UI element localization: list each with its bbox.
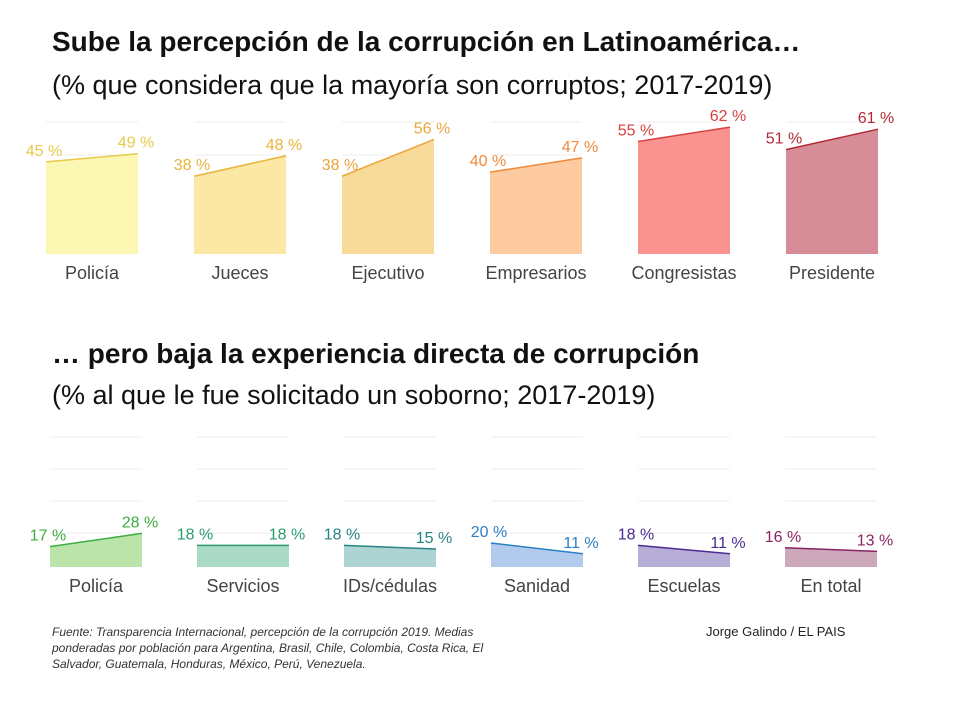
category-label: Empresarios xyxy=(485,263,586,283)
value-label-2019: 28 % xyxy=(122,514,158,531)
value-label-2019: 48 % xyxy=(266,137,302,154)
area-2 xyxy=(194,155,286,254)
value-label-2017: 17 % xyxy=(30,528,66,545)
category-label: Sanidad xyxy=(504,576,570,596)
trend-line-4 xyxy=(489,157,583,173)
small-multiple-4: 20 % 11 % Sanidad xyxy=(471,436,599,596)
chart1-title: Sube la percepción de la corrupción en L… xyxy=(52,26,801,57)
value-label-2019: 11 % xyxy=(710,535,745,552)
chart1-perception: 45 % 49 % Policía 38 % 48 % Jueces 38 % 56 % Eje… xyxy=(26,108,894,283)
area-1 xyxy=(46,153,138,254)
small-multiple-3: 38 % 56 % Ejecutivo xyxy=(322,120,450,283)
area-5 xyxy=(638,127,730,254)
small-multiple-5: 55 % 62 % Congresistas xyxy=(618,108,746,283)
small-multiple-4: 40 % 47 % Empresarios xyxy=(470,121,598,283)
small-multiple-2: 18 % 18 % Servicios xyxy=(177,436,305,596)
category-label: Jueces xyxy=(211,263,268,283)
value-label-2017: 20 % xyxy=(471,524,507,541)
value-label-2017: 45 % xyxy=(26,143,62,160)
trend-line-2 xyxy=(193,155,287,177)
value-label-2017: 18 % xyxy=(618,526,654,543)
value-label-2017: 38 % xyxy=(322,157,358,174)
chart2-bribery: 17 % 28 % Policía 18 % 18 % Servicios 18 % 15 %… xyxy=(30,436,893,596)
chart1-subtitle: (% que considera que la mayoría son corr… xyxy=(52,70,773,100)
chart2-title: … pero baja la experiencia directa de co… xyxy=(52,338,700,369)
value-label-2019: 13 % xyxy=(857,532,893,549)
trend-line-3 xyxy=(343,544,437,550)
small-multiple-5: 18 % 11 % Escuelas xyxy=(618,436,746,596)
trend-line-3 xyxy=(341,138,435,177)
category-label: Servicios xyxy=(206,576,279,596)
area-6 xyxy=(786,129,878,254)
area-1 xyxy=(50,533,142,567)
value-label-2017: 16 % xyxy=(765,529,801,546)
value-label-2019: 18 % xyxy=(269,526,305,543)
value-label-2017: 18 % xyxy=(324,526,360,543)
area-4 xyxy=(491,543,583,567)
small-multiple-3: 18 % 15 % IDs/cédulas xyxy=(324,436,452,596)
value-label-2019: 49 % xyxy=(118,135,154,152)
value-label-2019: 61 % xyxy=(858,110,894,127)
small-multiple-1: 45 % 49 % Policía xyxy=(26,121,154,283)
area-2 xyxy=(197,545,289,567)
value-label-2017: 18 % xyxy=(177,526,213,543)
value-label-2017: 38 % xyxy=(174,157,210,174)
category-label: Congresistas xyxy=(631,263,736,283)
chart2-subtitle: (% al que le fue solicitado un soborno; … xyxy=(52,380,656,410)
value-label-2019: 47 % xyxy=(562,139,598,156)
value-label-2019: 15 % xyxy=(416,530,452,547)
trend-line-5 xyxy=(637,544,731,555)
value-label-2017: 51 % xyxy=(766,131,802,148)
area-4 xyxy=(490,157,582,254)
trend-line-1 xyxy=(49,532,143,548)
small-multiple-6: 16 % 13 % En total xyxy=(765,436,893,596)
category-label: Policía xyxy=(65,263,120,283)
value-label-2019: 11 % xyxy=(563,535,598,552)
small-multiple-6: 51 % 61 % Presidente xyxy=(766,110,894,283)
area-5 xyxy=(638,545,730,567)
area-3 xyxy=(342,139,434,254)
trend-line-1 xyxy=(45,152,139,163)
trend-line-5 xyxy=(637,126,731,143)
trend-line-6 xyxy=(784,547,878,553)
area-3 xyxy=(344,545,436,567)
small-multiple-1: 17 % 28 % Policía xyxy=(30,436,158,596)
category-label: Policía xyxy=(69,576,124,596)
value-label-2017: 55 % xyxy=(618,122,654,139)
value-label-2017: 40 % xyxy=(470,153,506,170)
trend-line-4 xyxy=(490,542,584,555)
value-label-2019: 62 % xyxy=(710,108,746,125)
value-label-2019: 56 % xyxy=(414,120,450,137)
area-6 xyxy=(785,547,877,567)
category-label: Escuelas xyxy=(647,576,720,596)
category-label: En total xyxy=(800,576,861,596)
source-note: Fuente: Transparencia Internacional, per… xyxy=(52,625,484,671)
small-multiple-2: 38 % 48 % Jueces xyxy=(174,121,302,283)
category-label: Presidente xyxy=(789,263,875,283)
author-credit: Jorge Galindo / EL PAIS xyxy=(706,624,846,639)
category-label: Ejecutivo xyxy=(351,263,424,283)
category-label: IDs/cédulas xyxy=(343,576,437,596)
trend-line-6 xyxy=(785,128,879,151)
